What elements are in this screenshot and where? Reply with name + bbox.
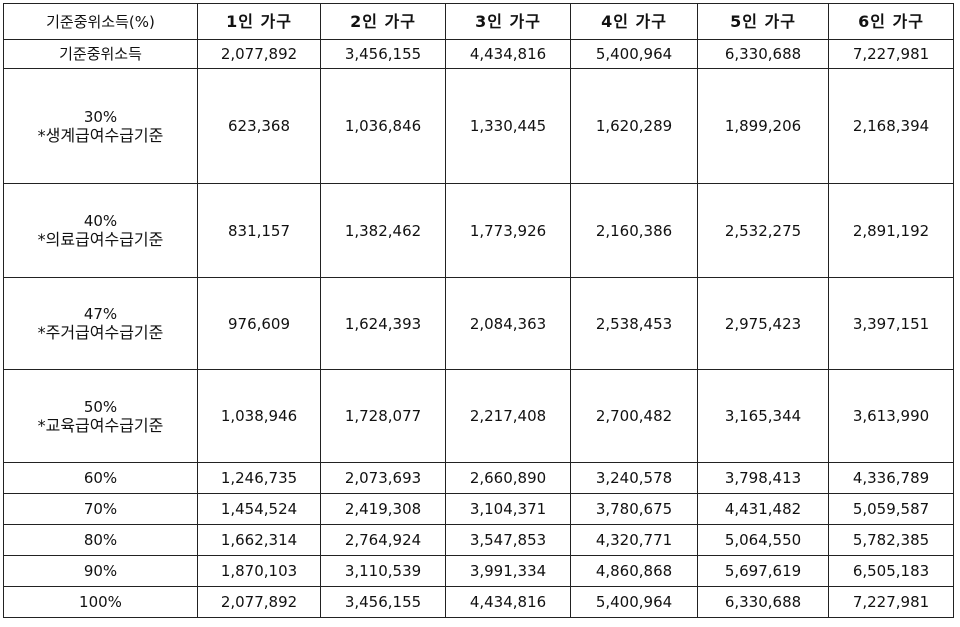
- table-cell: 3,397,151: [828, 277, 954, 370]
- table-cell: 4,431,482: [697, 493, 829, 525]
- table-row: 기준중위소득 2,077,892 3,456,155 4,434,816 5,4…: [3, 39, 954, 69]
- table-cell: 1,038,946: [197, 369, 321, 463]
- header-col-3: 3인 가구: [445, 3, 571, 40]
- row-label: 60%: [3, 462, 198, 494]
- table-cell: 1,624,393: [320, 277, 446, 370]
- income-table-container: 기준중위소득(%) 1인 가구 2인 가구 3인 가구 4인 가구 5인 가구 …: [3, 3, 954, 618]
- table-cell: 2,077,892: [197, 586, 321, 618]
- table-row: 50% *교육급여수급기준 1,038,946 1,728,077 2,217,…: [3, 369, 954, 463]
- row-label-name: *생계급여수급기준: [37, 125, 164, 145]
- header-col-6: 6인 가구: [828, 3, 954, 40]
- header-col-4: 4인 가구: [570, 3, 698, 40]
- table-cell: 4,434,816: [445, 39, 571, 69]
- table-cell: 3,240,578: [570, 462, 698, 494]
- table-row: 90% 1,870,103 3,110,539 3,991,334 4,860,…: [3, 555, 954, 587]
- table-cell: 5,064,550: [697, 524, 829, 556]
- table-cell: 3,110,539: [320, 555, 446, 587]
- table-cell: 2,217,408: [445, 369, 571, 463]
- table-cell: 2,975,423: [697, 277, 829, 370]
- table-cell: 1,899,206: [697, 68, 829, 184]
- table-cell: 2,168,394: [828, 68, 954, 184]
- table-header-row: 기준중위소득(%) 1인 가구 2인 가구 3인 가구 4인 가구 5인 가구 …: [3, 3, 954, 40]
- table-row: 60% 1,246,735 2,073,693 2,660,890 3,240,…: [3, 462, 954, 494]
- table-cell: 2,891,192: [828, 183, 954, 278]
- table-row: 70% 1,454,524 2,419,308 3,104,371 3,780,…: [3, 493, 954, 525]
- row-label-name: *주거급여수급기준: [37, 323, 164, 342]
- table-cell: 6,330,688: [697, 39, 829, 69]
- table-cell: 3,991,334: [445, 555, 571, 587]
- row-label-name: *의료급여수급기준: [37, 230, 164, 249]
- table-cell: 1,662,314: [197, 524, 321, 556]
- table-cell: 5,400,964: [570, 586, 698, 618]
- median-income-table: 기준중위소득(%) 1인 가구 2인 가구 3인 가구 4인 가구 5인 가구 …: [3, 3, 954, 618]
- table-cell: 3,613,990: [828, 369, 954, 463]
- table-row: 40% *의료급여수급기준 831,157 1,382,462 1,773,92…: [3, 183, 954, 278]
- table-cell: 5,697,619: [697, 555, 829, 587]
- row-label: 40% *의료급여수급기준: [3, 183, 198, 278]
- row-label: 100%: [3, 586, 198, 618]
- table-cell: 5,782,385: [828, 524, 954, 556]
- table-cell: 6,505,183: [828, 555, 954, 587]
- table-cell: 3,547,853: [445, 524, 571, 556]
- table-row: 100% 2,077,892 3,456,155 4,434,816 5,400…: [3, 586, 954, 618]
- header-label: 기준중위소득(%): [3, 3, 198, 40]
- table-cell: 2,077,892: [197, 39, 321, 69]
- row-label: 80%: [3, 524, 198, 556]
- table-cell: 3,780,675: [570, 493, 698, 525]
- table-cell: 1,036,846: [320, 68, 446, 184]
- row-label: 50% *교육급여수급기준: [3, 369, 198, 463]
- table-cell: 1,454,524: [197, 493, 321, 525]
- row-label: 기준중위소득: [3, 39, 198, 69]
- table-row: 30% *생계급여수급기준 623,368 1,036,846 1,330,44…: [3, 68, 954, 184]
- row-label: 47% *주거급여수급기준: [3, 277, 198, 370]
- table-cell: 3,798,413: [697, 462, 829, 494]
- table-cell: 2,532,275: [697, 183, 829, 278]
- table-cell: 4,320,771: [570, 524, 698, 556]
- table-cell: 4,336,789: [828, 462, 954, 494]
- table-cell: 4,860,868: [570, 555, 698, 587]
- table-cell: 2,160,386: [570, 183, 698, 278]
- table-cell: 2,538,453: [570, 277, 698, 370]
- table-cell: 2,700,482: [570, 369, 698, 463]
- table-cell: 5,400,964: [570, 39, 698, 69]
- header-col-2: 2인 가구: [320, 3, 446, 40]
- row-label-percent: 50%: [83, 397, 118, 416]
- table-cell: 4,434,816: [445, 586, 571, 618]
- row-label: 70%: [3, 493, 198, 525]
- table-cell: 1,620,289: [570, 68, 698, 184]
- table-cell: 1,330,445: [445, 68, 571, 184]
- row-label-percent: 40%: [83, 212, 118, 230]
- table-cell: 2,660,890: [445, 462, 571, 494]
- table-cell: 2,073,693: [320, 462, 446, 494]
- table-cell: 623,368: [197, 68, 321, 184]
- row-label-percent: 47%: [83, 305, 118, 323]
- table-cell: 1,728,077: [320, 369, 446, 463]
- table-cell: 7,227,981: [828, 39, 954, 69]
- table-cell: 2,419,308: [320, 493, 446, 525]
- row-label-percent: 30%: [83, 107, 118, 126]
- table-row: 80% 1,662,314 2,764,924 3,547,853 4,320,…: [3, 524, 954, 556]
- table-cell: 5,059,587: [828, 493, 954, 525]
- table-cell: 2,084,363: [445, 277, 571, 370]
- table-cell: 7,227,981: [828, 586, 954, 618]
- table-row: 47% *주거급여수급기준 976,609 1,624,393 2,084,36…: [3, 277, 954, 370]
- table-cell: 1,382,462: [320, 183, 446, 278]
- table-cell: 3,165,344: [697, 369, 829, 463]
- table-cell: 1,870,103: [197, 555, 321, 587]
- row-label: 90%: [3, 555, 198, 587]
- header-col-5: 5인 가구: [697, 3, 829, 40]
- table-cell: 2,764,924: [320, 524, 446, 556]
- table-cell: 831,157: [197, 183, 321, 278]
- row-label-name: *교육급여수급기준: [37, 415, 164, 435]
- table-cell: 3,456,155: [320, 586, 446, 618]
- table-cell: 1,246,735: [197, 462, 321, 494]
- table-cell: 1,773,926: [445, 183, 571, 278]
- table-cell: 6,330,688: [697, 586, 829, 618]
- table-cell: 3,104,371: [445, 493, 571, 525]
- table-cell: 976,609: [197, 277, 321, 370]
- row-label: 30% *생계급여수급기준: [3, 68, 198, 184]
- header-col-1: 1인 가구: [197, 3, 321, 40]
- table-cell: 3,456,155: [320, 39, 446, 69]
